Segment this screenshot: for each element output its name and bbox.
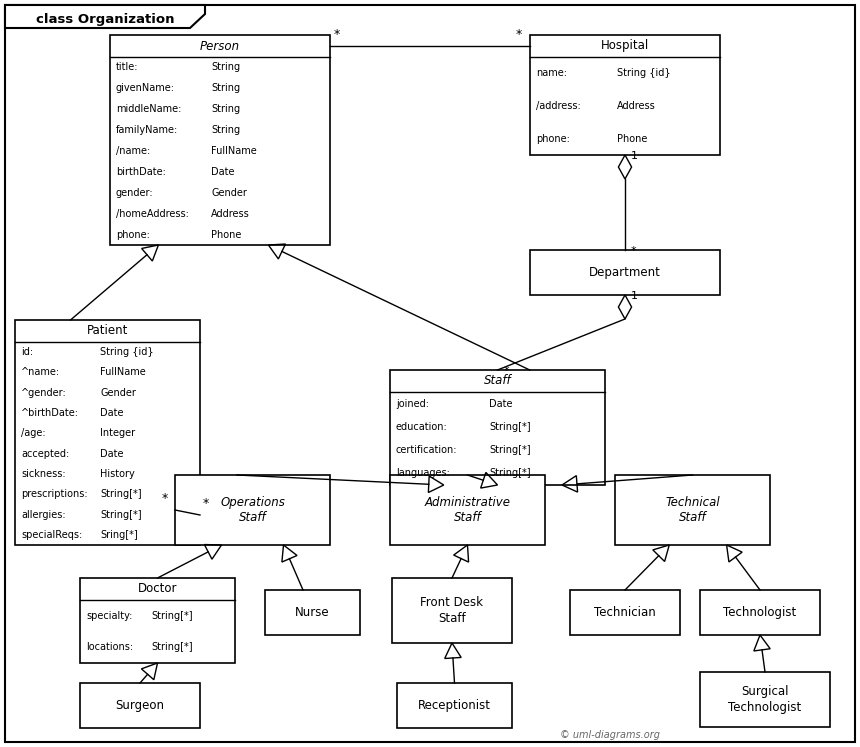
Bar — [110, 35, 330, 245]
Text: *: * — [631, 246, 636, 256]
Text: String[*]: String[*] — [488, 468, 531, 478]
Text: /address:: /address: — [536, 101, 580, 111]
Text: prescriptions:: prescriptions: — [21, 489, 88, 499]
Text: Date: Date — [100, 449, 124, 459]
Text: *: * — [203, 497, 209, 510]
Text: String[*]: String[*] — [151, 611, 193, 621]
Text: Address: Address — [212, 208, 250, 219]
Text: class Organization: class Organization — [36, 13, 175, 25]
Text: id:: id: — [21, 347, 34, 357]
Text: *: * — [516, 28, 522, 41]
Text: 1: 1 — [631, 291, 638, 301]
Text: allergies:: allergies: — [21, 509, 65, 520]
Text: *: * — [503, 366, 509, 376]
Text: Patient: Patient — [87, 324, 128, 338]
Text: Date: Date — [488, 399, 513, 409]
Text: /name:: /name: — [116, 146, 150, 156]
Bar — [390, 475, 545, 545]
Text: specialReqs:: specialReqs: — [21, 530, 83, 540]
Text: String: String — [212, 84, 240, 93]
Text: locations:: locations: — [86, 642, 133, 652]
Text: Administrative
Staff: Administrative Staff — [425, 496, 511, 524]
Text: Gender: Gender — [100, 388, 136, 397]
Text: /homeAddress:: /homeAddress: — [116, 208, 189, 219]
Text: phone:: phone: — [116, 229, 150, 240]
Text: Surgical
Technologist: Surgical Technologist — [728, 686, 802, 713]
Text: Date: Date — [100, 408, 124, 418]
Text: Date: Date — [212, 167, 235, 177]
Text: String: String — [212, 125, 240, 135]
Polygon shape — [5, 5, 205, 28]
Bar — [390, 370, 605, 485]
Text: Front Desk
Staff: Front Desk Staff — [421, 597, 483, 624]
Text: History: History — [100, 469, 135, 479]
Bar — [80, 578, 235, 663]
Text: Hospital: Hospital — [601, 40, 649, 52]
Bar — [392, 578, 512, 643]
Text: Sring[*]: Sring[*] — [100, 530, 138, 540]
Text: © uml-diagrams.org: © uml-diagrams.org — [560, 730, 660, 740]
Bar — [700, 672, 830, 727]
Text: certification:: certification: — [396, 445, 458, 455]
Bar — [530, 250, 720, 295]
Bar — [615, 475, 770, 545]
Bar — [570, 590, 680, 635]
Text: FullName: FullName — [212, 146, 257, 156]
Text: phone:: phone: — [536, 134, 570, 143]
Text: Technician: Technician — [594, 606, 656, 619]
Text: title:: title: — [116, 63, 138, 72]
Text: *: * — [162, 492, 169, 505]
Text: ^gender:: ^gender: — [21, 388, 67, 397]
Bar — [80, 683, 200, 728]
Text: ^birthDate:: ^birthDate: — [21, 408, 79, 418]
Bar — [530, 35, 720, 155]
Text: Technologist: Technologist — [723, 606, 796, 619]
Bar — [265, 590, 360, 635]
Bar — [175, 475, 330, 545]
Text: Person: Person — [200, 40, 240, 52]
Text: givenName:: givenName: — [116, 84, 175, 93]
Text: String: String — [212, 105, 240, 114]
Text: String[*]: String[*] — [488, 422, 531, 432]
Text: String[*]: String[*] — [151, 642, 193, 652]
Text: Staff: Staff — [483, 374, 512, 388]
Text: String[*]: String[*] — [100, 489, 142, 499]
Text: education:: education: — [396, 422, 448, 432]
Text: Technical
Staff: Technical Staff — [665, 496, 720, 524]
Text: Department: Department — [589, 266, 661, 279]
Text: sickness:: sickness: — [21, 469, 65, 479]
Text: String: String — [212, 63, 240, 72]
Text: specialty:: specialty: — [86, 611, 132, 621]
Text: Phone: Phone — [617, 134, 648, 143]
Text: String[*]: String[*] — [100, 509, 142, 520]
Text: *: * — [334, 28, 341, 41]
Text: Gender: Gender — [212, 187, 247, 198]
Text: ^name:: ^name: — [21, 368, 60, 377]
Bar — [397, 683, 512, 728]
Text: Integer: Integer — [100, 428, 135, 438]
Text: name:: name: — [536, 68, 567, 78]
Text: familyName:: familyName: — [116, 125, 178, 135]
Text: Phone: Phone — [212, 229, 242, 240]
Text: Operations
Staff: Operations Staff — [220, 496, 285, 524]
Text: Doctor: Doctor — [138, 583, 177, 595]
Text: accepted:: accepted: — [21, 449, 70, 459]
Text: FullName: FullName — [100, 368, 146, 377]
Text: String[*]: String[*] — [488, 445, 531, 455]
Text: middleName:: middleName: — [116, 105, 181, 114]
Text: birthDate:: birthDate: — [116, 167, 166, 177]
Text: /age:: /age: — [21, 428, 46, 438]
Text: Receptionist: Receptionist — [418, 699, 491, 712]
Text: String {id}: String {id} — [100, 347, 154, 357]
Text: gender:: gender: — [116, 187, 154, 198]
Text: 1: 1 — [631, 151, 638, 161]
Text: Surgeon: Surgeon — [115, 699, 164, 712]
Text: Nurse: Nurse — [295, 606, 330, 619]
Text: languages:: languages: — [396, 468, 450, 478]
Bar — [700, 590, 820, 635]
Text: String {id}: String {id} — [617, 68, 671, 78]
Text: Address: Address — [617, 101, 656, 111]
Bar — [15, 320, 200, 545]
Text: joined:: joined: — [396, 399, 429, 409]
